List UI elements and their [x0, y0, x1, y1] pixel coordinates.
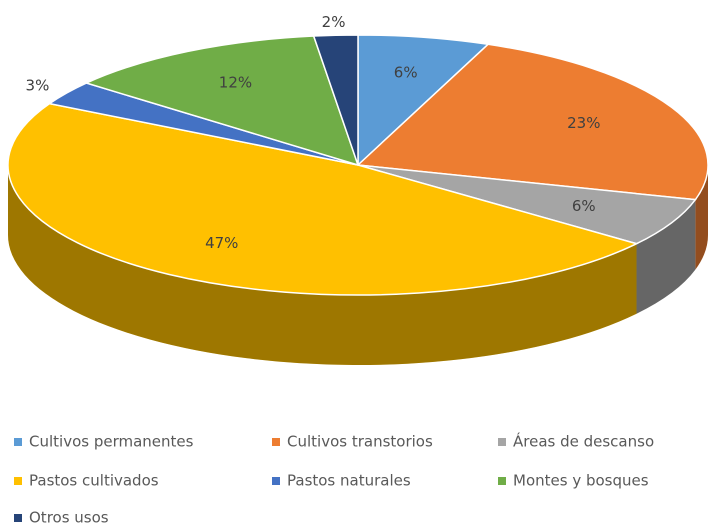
slice	[356, 43, 708, 201]
data-label: 2%	[322, 13, 346, 31]
slice	[312, 34, 359, 166]
data-label: 6%	[572, 197, 596, 215]
slice-side-shade	[695, 165, 708, 270]
slice	[84, 35, 360, 167]
slice	[357, 34, 490, 167]
slice-side	[8, 165, 637, 365]
slice-side-shade	[636, 199, 696, 314]
data-label: 12%	[219, 74, 252, 92]
legend-label: Cultivos permanentes	[29, 433, 194, 451]
data-label: 3%	[26, 76, 50, 94]
data-label: 23%	[567, 114, 600, 132]
legend-marker	[14, 514, 22, 522]
slice-side	[636, 199, 696, 314]
legend-label: Cultivos transtorios	[287, 433, 433, 451]
legend-marker	[14, 438, 22, 446]
slice-side	[695, 165, 708, 270]
legend-label: Áreas de descanso	[513, 432, 654, 451]
legend-marker	[498, 477, 506, 485]
data-label: 47%	[205, 234, 238, 252]
legend-marker	[272, 477, 280, 485]
legend-label: Pastos naturales	[287, 472, 411, 490]
slice	[357, 164, 697, 245]
data-label: 6%	[394, 64, 418, 82]
legend-label: Montes y bosques	[513, 472, 649, 490]
slice-side-shade	[8, 165, 637, 365]
legend-marker	[498, 438, 506, 446]
legend-marker	[14, 477, 22, 485]
legend-marker	[272, 438, 280, 446]
slice	[7, 102, 639, 296]
legend-label: Pastos cultivados	[29, 472, 159, 490]
legend-label: Otros usos	[29, 509, 109, 526]
